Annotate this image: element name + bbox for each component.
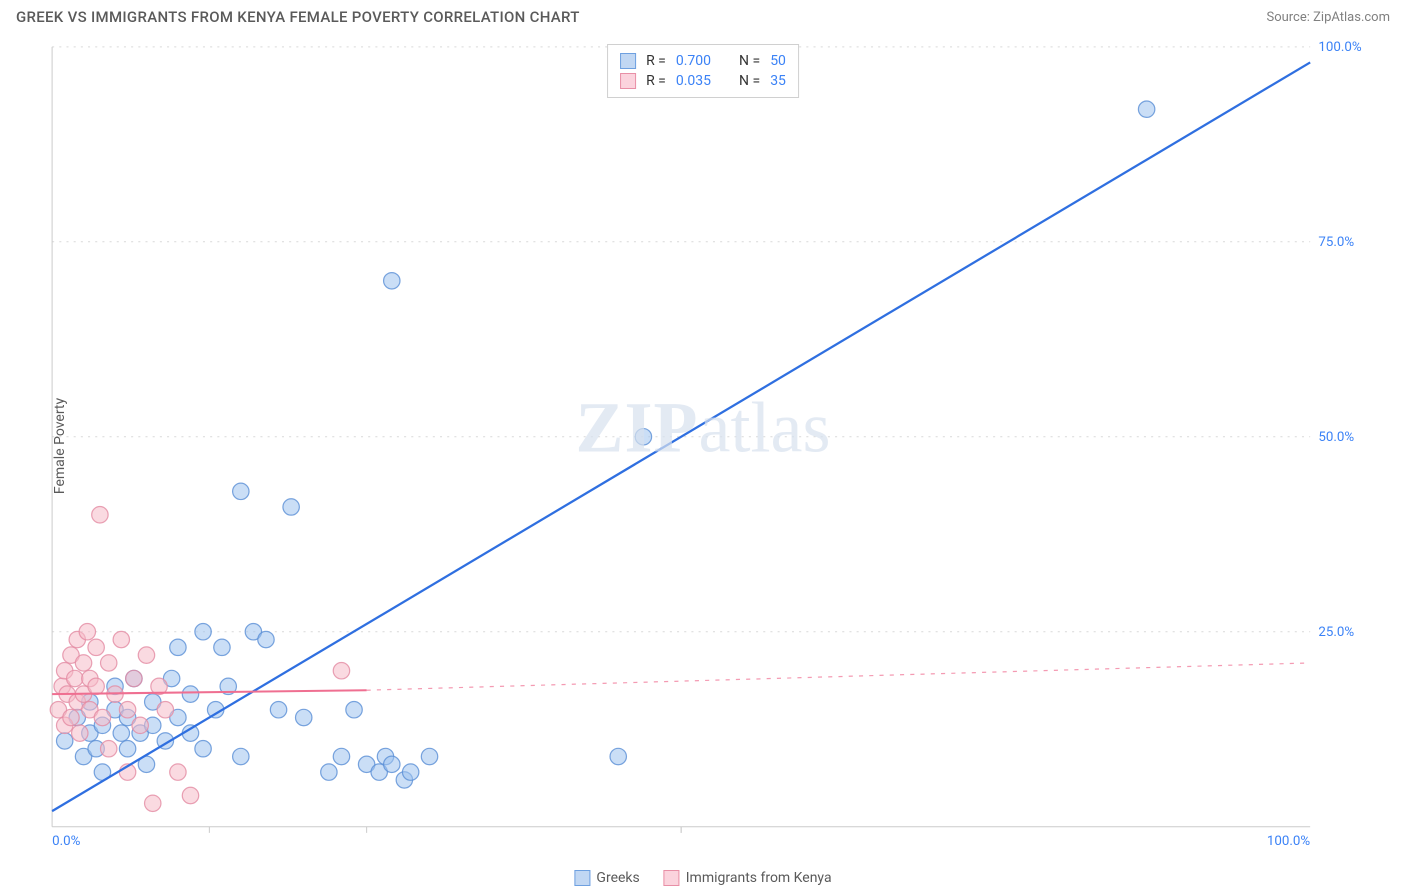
legend-item-greeks: Greeks: [574, 870, 639, 886]
legend-row-greeks: R = 0.700 N = 50: [620, 51, 786, 71]
legend-row-kenya: R = 0.035 N = 35: [620, 71, 786, 91]
svg-text:50.0%: 50.0%: [1318, 430, 1354, 445]
svg-text:0.0%: 0.0%: [52, 834, 80, 849]
r-label: R =: [646, 53, 666, 69]
header: GREEK VS IMMIGRANTS FROM KENYA FEMALE PO…: [0, 0, 1406, 30]
chart-title: GREEK VS IMMIGRANTS FROM KENYA FEMALE PO…: [16, 8, 580, 26]
source-attribution: Source: ZipAtlas.com: [1266, 10, 1390, 25]
correlation-legend: R = 0.700 N = 50 R = 0.035 N = 35: [607, 44, 799, 98]
chart-area: 25.0% 50.0% 75.0% 100.0% 0.0% 100.0%: [48, 40, 1382, 852]
swatch-icon: [664, 870, 680, 886]
r-value: 0.700: [676, 53, 711, 69]
r-label: R =: [646, 73, 666, 89]
svg-text:75.0%: 75.0%: [1318, 235, 1354, 250]
svg-text:100.0%: 100.0%: [1318, 40, 1361, 55]
legend-label: Greeks: [596, 870, 639, 886]
series-legend: Greeks Immigrants from Kenya: [574, 870, 831, 886]
scatter-chart: 25.0% 50.0% 75.0% 100.0% 0.0% 100.0%: [48, 40, 1382, 852]
swatch-icon: [574, 870, 590, 886]
n-value: 50: [770, 53, 786, 69]
n-value: 35: [770, 73, 786, 89]
legend-label: Immigrants from Kenya: [686, 870, 832, 886]
n-label: N =: [739, 53, 760, 69]
swatch-icon: [620, 73, 636, 89]
swatch-icon: [620, 53, 636, 69]
n-label: N =: [739, 73, 760, 89]
svg-text:100.0%: 100.0%: [1267, 834, 1310, 849]
legend-item-kenya: Immigrants from Kenya: [664, 870, 832, 886]
svg-text:25.0%: 25.0%: [1318, 625, 1354, 640]
r-value: 0.035: [676, 73, 711, 89]
